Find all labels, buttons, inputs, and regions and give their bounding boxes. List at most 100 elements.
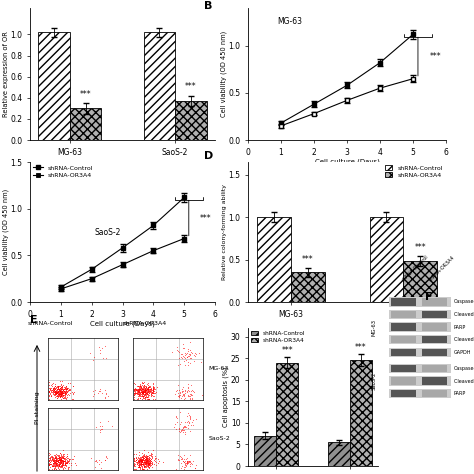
Point bbox=[150, 456, 158, 464]
Point bbox=[57, 381, 65, 388]
Point bbox=[136, 454, 144, 462]
Point bbox=[145, 385, 152, 393]
Point bbox=[65, 385, 73, 393]
Point bbox=[46, 460, 54, 467]
Point bbox=[57, 455, 65, 463]
Point bbox=[63, 385, 71, 392]
Point bbox=[143, 451, 150, 459]
Point bbox=[145, 389, 153, 396]
Point bbox=[59, 451, 66, 459]
Point bbox=[46, 449, 53, 457]
Point bbox=[134, 388, 142, 395]
Point bbox=[142, 457, 149, 465]
Point bbox=[186, 350, 194, 357]
Point bbox=[59, 390, 67, 397]
Point bbox=[148, 391, 155, 399]
Point bbox=[99, 355, 107, 362]
Point bbox=[51, 454, 59, 461]
Point bbox=[137, 383, 145, 391]
Point bbox=[145, 460, 153, 467]
Point bbox=[60, 387, 68, 395]
Point bbox=[58, 382, 66, 390]
Point bbox=[55, 455, 62, 462]
Point bbox=[168, 348, 175, 356]
Point bbox=[60, 389, 68, 397]
Point bbox=[139, 465, 147, 473]
Y-axis label: Relative expression of OR: Relative expression of OR bbox=[3, 31, 9, 117]
Point bbox=[143, 458, 151, 466]
Point bbox=[53, 382, 61, 390]
Point bbox=[141, 393, 149, 401]
Point bbox=[132, 456, 140, 464]
Point bbox=[135, 386, 143, 394]
Point bbox=[52, 456, 60, 464]
Point bbox=[45, 384, 53, 392]
Point bbox=[62, 390, 69, 397]
Point bbox=[148, 454, 156, 461]
Point bbox=[130, 454, 137, 462]
Point bbox=[143, 459, 151, 467]
Bar bbox=[391, 310, 416, 318]
Point bbox=[144, 391, 151, 398]
Point bbox=[141, 393, 149, 401]
Point bbox=[185, 350, 193, 358]
Point bbox=[143, 456, 150, 464]
Point bbox=[181, 355, 188, 362]
Point bbox=[144, 391, 152, 398]
Point bbox=[140, 392, 148, 399]
Point bbox=[187, 459, 194, 466]
Point bbox=[48, 453, 55, 461]
Point bbox=[50, 464, 58, 472]
Point bbox=[143, 384, 150, 392]
Point bbox=[135, 385, 143, 393]
Point bbox=[49, 388, 56, 396]
Point bbox=[141, 389, 149, 396]
Point bbox=[148, 389, 156, 397]
Point bbox=[138, 457, 146, 465]
Point bbox=[144, 448, 151, 456]
Point bbox=[133, 456, 140, 464]
Point bbox=[49, 456, 57, 464]
Bar bbox=[391, 365, 416, 372]
Point bbox=[45, 460, 53, 467]
Point bbox=[69, 390, 77, 398]
Point bbox=[55, 456, 63, 464]
Point bbox=[57, 456, 64, 464]
Point bbox=[48, 380, 56, 387]
Point bbox=[57, 391, 65, 399]
Point bbox=[142, 390, 149, 398]
Point bbox=[132, 454, 140, 462]
Point bbox=[55, 462, 63, 469]
Point bbox=[59, 465, 67, 472]
Point bbox=[140, 458, 148, 466]
Point bbox=[148, 389, 155, 396]
Point bbox=[141, 454, 149, 461]
Point bbox=[55, 458, 62, 465]
Point bbox=[186, 460, 194, 467]
Point bbox=[141, 459, 149, 467]
Point bbox=[56, 457, 64, 465]
Point bbox=[95, 344, 103, 351]
Point bbox=[65, 391, 73, 399]
Point bbox=[61, 393, 69, 401]
Point bbox=[183, 457, 191, 465]
Point bbox=[184, 410, 191, 417]
Bar bbox=[257, 217, 291, 302]
Point bbox=[130, 391, 137, 399]
Y-axis label: Cell viability (OD 450 nm): Cell viability (OD 450 nm) bbox=[2, 189, 9, 275]
Point bbox=[64, 454, 72, 462]
Bar bbox=[391, 377, 416, 385]
Point bbox=[56, 456, 64, 464]
Point bbox=[52, 455, 59, 462]
Point bbox=[56, 384, 64, 392]
Point bbox=[54, 389, 61, 397]
Point bbox=[96, 423, 104, 430]
Point bbox=[173, 419, 181, 426]
Point bbox=[147, 449, 155, 456]
Point bbox=[131, 459, 138, 467]
Point bbox=[144, 385, 152, 393]
Point bbox=[186, 391, 194, 398]
Point bbox=[63, 461, 70, 468]
Point bbox=[138, 385, 146, 393]
Point bbox=[56, 454, 64, 462]
